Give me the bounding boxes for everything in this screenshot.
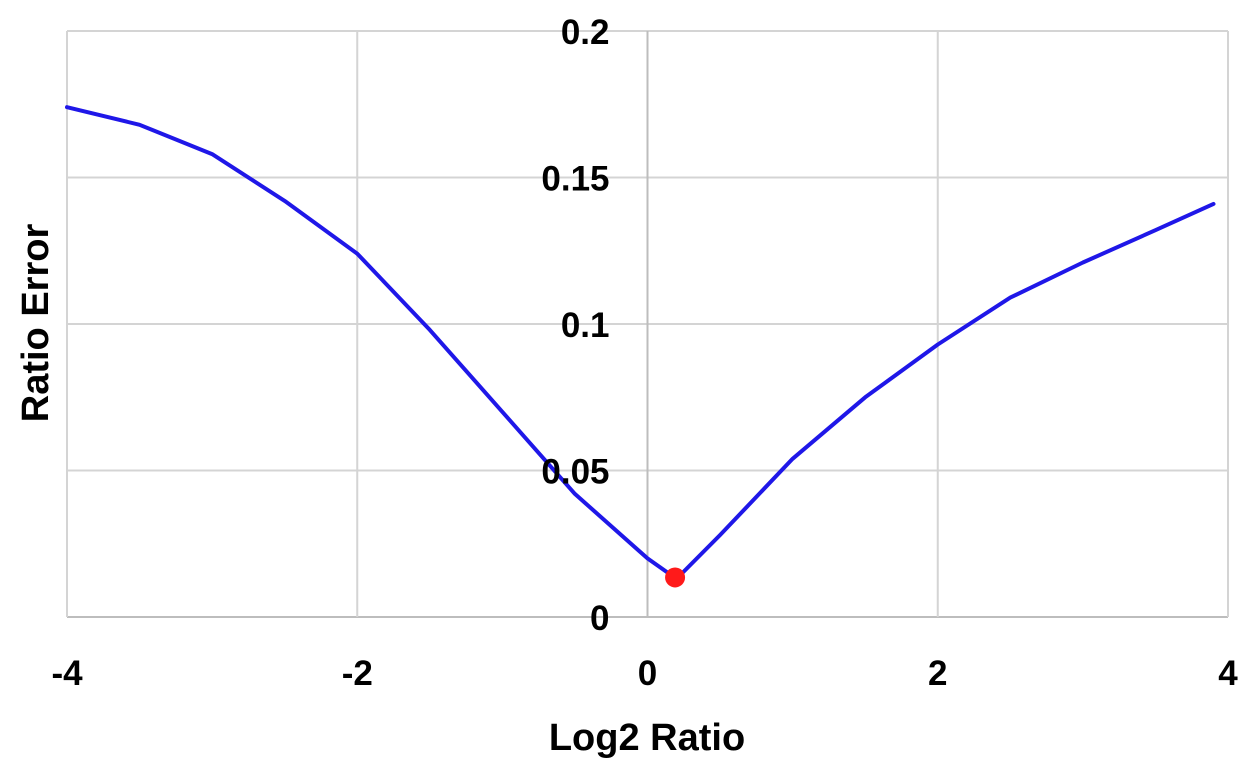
y-tick-label: 0.05 [541,453,609,492]
series-layer [65,105,1216,588]
y-axis-title: Ratio Error [15,224,57,423]
x-tick-label: 4 [1218,654,1238,693]
x-tick-label: -4 [51,654,83,693]
series-line [65,105,1216,581]
minimum-point-marker [665,567,686,588]
x-tick-label: 2 [928,654,947,693]
y-tick-label: 0.1 [561,306,610,345]
x-tick-label: 0 [638,654,657,693]
y-tick-label: 0.2 [561,13,610,52]
x-axis-title: Log2 Ratio [549,717,745,759]
y-tick-label: 0 [590,599,609,638]
x-tick-label: -2 [342,654,373,693]
grid-lines [66,30,1229,618]
tick-labels: 0 0.05 0.1 0.15 0.2 -4 -2 0 2 4 [51,13,1238,693]
y-tick-label: 0.15 [541,160,609,199]
